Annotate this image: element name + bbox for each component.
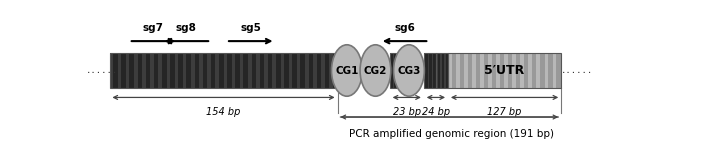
Bar (424, 53, 425, 88)
Bar (440, 53, 442, 88)
Bar (109, 53, 337, 88)
Bar (436, 53, 448, 88)
Bar (232, 53, 235, 88)
Text: sg8: sg8 (176, 23, 197, 33)
Bar (199, 53, 203, 88)
Bar (424, 53, 436, 88)
Bar (464, 53, 468, 88)
Bar (513, 53, 516, 88)
Bar (264, 53, 268, 88)
Text: 154 bp: 154 bp (206, 107, 240, 117)
Bar (248, 53, 252, 88)
Bar (456, 53, 459, 88)
Bar (528, 53, 532, 88)
Bar (504, 53, 508, 88)
Bar (158, 53, 162, 88)
Ellipse shape (360, 45, 391, 96)
Ellipse shape (393, 45, 425, 96)
Bar (109, 53, 337, 88)
Bar (313, 53, 317, 88)
Bar (480, 53, 484, 88)
Text: 24 bp: 24 bp (422, 107, 450, 117)
Bar (520, 53, 524, 88)
Bar (223, 53, 227, 88)
Bar (125, 53, 130, 88)
Bar (134, 53, 138, 88)
Text: sg6: sg6 (394, 23, 415, 33)
Bar (297, 53, 301, 88)
Bar (448, 53, 561, 88)
Bar (436, 53, 437, 88)
Bar (390, 53, 400, 88)
Bar (436, 53, 448, 88)
Bar (330, 53, 333, 88)
Text: CG1: CG1 (335, 66, 359, 76)
Bar (240, 53, 243, 88)
Bar (150, 53, 154, 88)
Bar (444, 53, 445, 88)
Bar (448, 53, 452, 88)
Bar (496, 53, 500, 88)
Bar (489, 53, 492, 88)
Bar (289, 53, 292, 88)
Text: sg7: sg7 (143, 23, 164, 33)
Text: ......: ...... (86, 66, 118, 75)
Bar (390, 53, 400, 88)
Bar (142, 53, 146, 88)
Bar (183, 53, 186, 88)
Bar (256, 53, 259, 88)
Bar (396, 53, 398, 88)
Bar (448, 53, 561, 88)
Text: PCR amplified genomic region (191 bp): PCR amplified genomic region (191 bp) (349, 129, 554, 139)
Bar (537, 53, 540, 88)
Bar (424, 53, 436, 88)
Text: CG2: CG2 (364, 66, 387, 76)
Text: 23 bp: 23 bp (393, 107, 421, 117)
Bar (109, 53, 113, 88)
Bar (321, 53, 325, 88)
Bar (167, 53, 170, 88)
Bar (428, 53, 430, 88)
Text: sg5: sg5 (240, 23, 261, 33)
Bar (207, 53, 211, 88)
Bar (216, 53, 219, 88)
Bar (390, 53, 391, 88)
Text: 5′UTR: 5′UTR (484, 64, 525, 77)
Bar (118, 53, 121, 88)
Bar (552, 53, 556, 88)
Bar (305, 53, 308, 88)
Text: 127 bp: 127 bp (487, 107, 522, 117)
Bar (432, 53, 433, 88)
Text: ......: ...... (560, 66, 593, 75)
Bar (545, 53, 548, 88)
Bar (272, 53, 276, 88)
Ellipse shape (332, 45, 362, 96)
Bar (393, 53, 394, 88)
Text: CG3: CG3 (397, 66, 420, 76)
Bar (174, 53, 179, 88)
Bar (281, 53, 284, 88)
Bar (191, 53, 194, 88)
Bar (472, 53, 476, 88)
